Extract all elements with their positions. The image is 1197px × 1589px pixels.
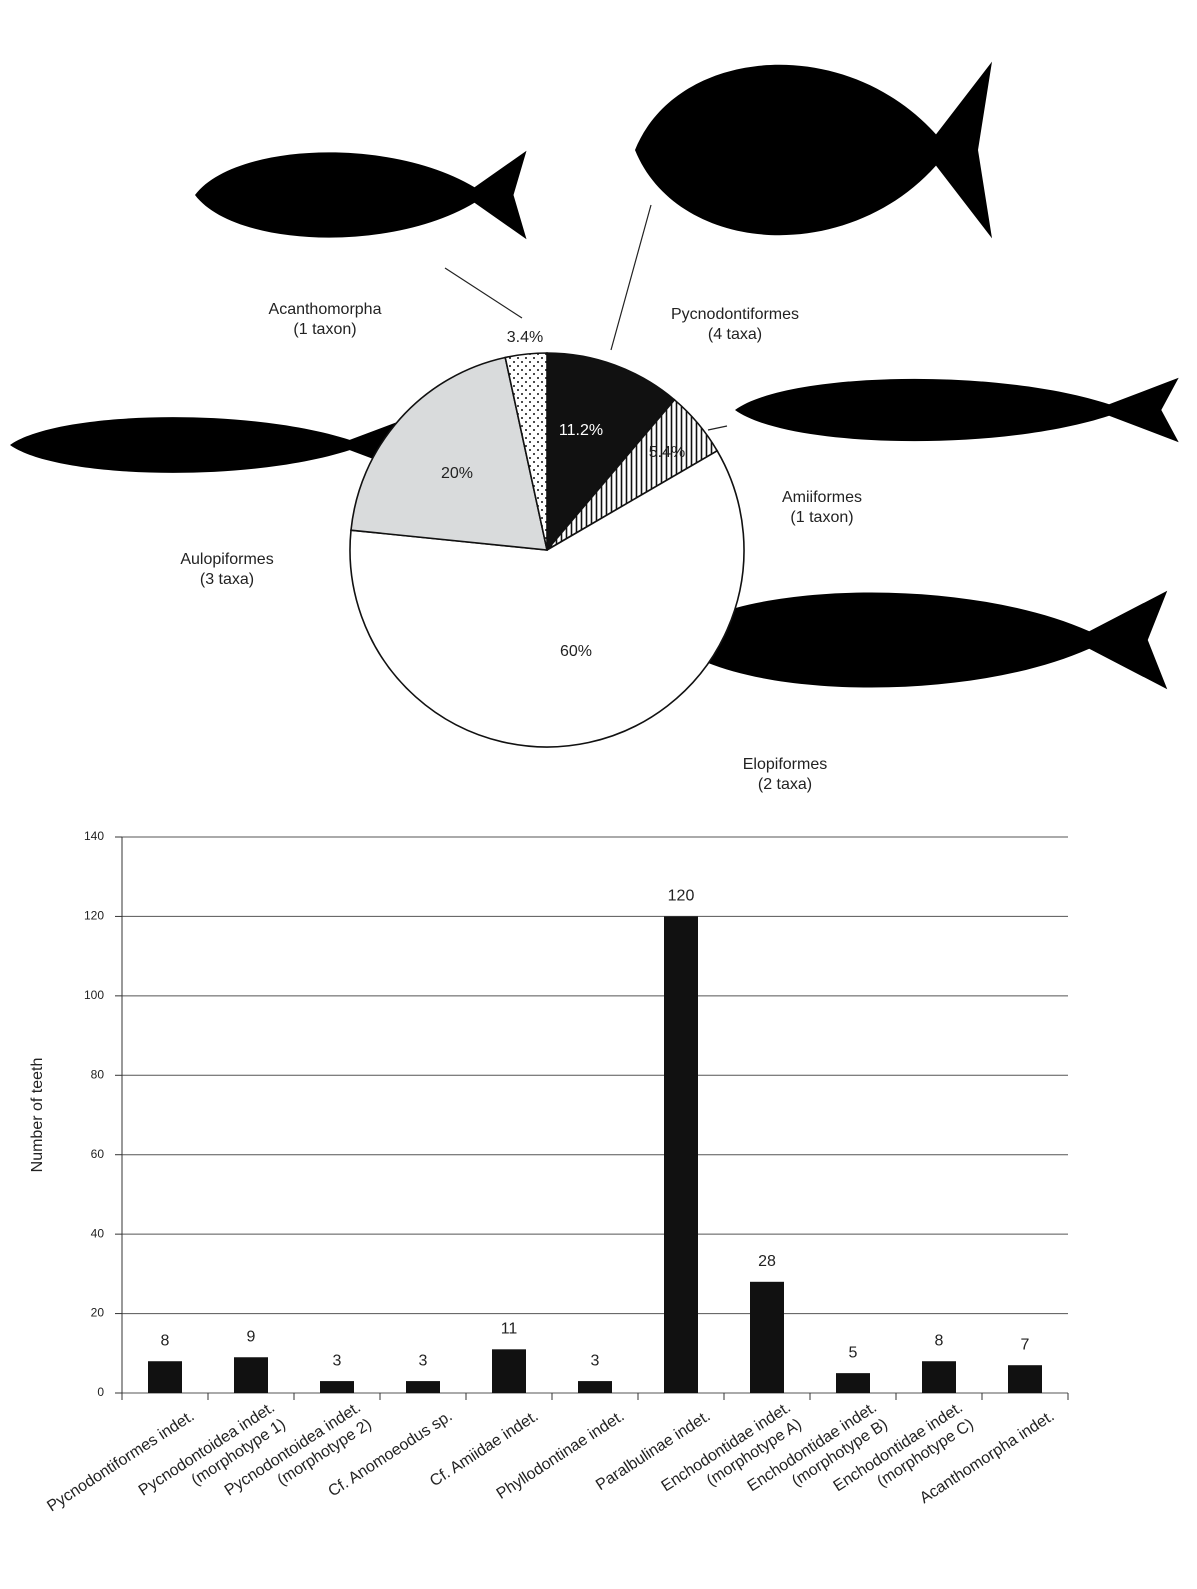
bar — [836, 1373, 870, 1393]
bar-value-label: 120 — [668, 888, 695, 905]
slice-value-label: 11.2% — [559, 422, 603, 439]
bar — [234, 1357, 268, 1393]
slice-value-label: 60% — [560, 643, 592, 660]
bar-value-label: 28 — [758, 1253, 776, 1270]
bar — [320, 1381, 354, 1393]
bar-value-label: 8 — [161, 1332, 170, 1349]
bar-value-label: 3 — [419, 1352, 428, 1369]
bar — [148, 1361, 182, 1393]
bar — [578, 1381, 612, 1393]
bar — [922, 1361, 956, 1393]
bar-value-label: 5 — [849, 1344, 858, 1361]
bar — [664, 916, 698, 1393]
pie-slice — [350, 356, 549, 551]
bar — [492, 1349, 526, 1393]
bar-value-label: 9 — [247, 1328, 256, 1345]
bar-value-label: 11 — [501, 1321, 518, 1338]
slice-category-label: Pycnodontiformes (4 taxa) — [671, 306, 799, 343]
y-tick-label: 120 — [84, 909, 104, 923]
fish-illustration — [670, 590, 1168, 690]
y-tick-label: 0 — [97, 1385, 104, 1399]
bar-value-label: 7 — [1021, 1336, 1030, 1353]
slice-category-label: Aulopiformes (3 taxa) — [180, 551, 273, 588]
pie-slice — [504, 352, 548, 551]
fish-illustration — [10, 416, 413, 474]
pie-slice — [349, 449, 745, 748]
y-tick-label: 60 — [91, 1147, 105, 1161]
y-tick-label: 20 — [91, 1306, 105, 1320]
y-tick-label: 140 — [84, 829, 104, 843]
fish-illustration — [735, 377, 1179, 443]
bar-value-label: 8 — [935, 1332, 944, 1349]
slice-value-label: 3.4% — [507, 329, 543, 346]
bar-value-label: 3 — [591, 1352, 600, 1369]
fish-illustration — [195, 150, 527, 240]
y-tick-label: 40 — [91, 1226, 105, 1240]
leader-line — [610, 204, 652, 351]
leader-line — [707, 425, 728, 431]
bar — [750, 1281, 784, 1393]
pie-slice — [546, 352, 676, 553]
slice-category-label: Amiiformes (1 taxon) — [782, 489, 862, 526]
slice-value-label: 5.4% — [649, 444, 685, 461]
fish-illustration — [635, 61, 992, 239]
y-axis-label: Number of teeth — [29, 1058, 46, 1173]
bar — [406, 1381, 440, 1393]
slice-category-label: Elopiformes (2 taxa) — [743, 756, 827, 793]
slice-category-label: Acanthomorpha (1 taxon) — [269, 301, 382, 338]
y-tick-label: 80 — [91, 1067, 105, 1081]
y-tick-label: 100 — [84, 988, 104, 1002]
bar-value-label: 3 — [333, 1352, 342, 1369]
leader-line — [444, 267, 523, 319]
bar — [1008, 1365, 1042, 1393]
slice-value-label: 20% — [441, 465, 473, 482]
